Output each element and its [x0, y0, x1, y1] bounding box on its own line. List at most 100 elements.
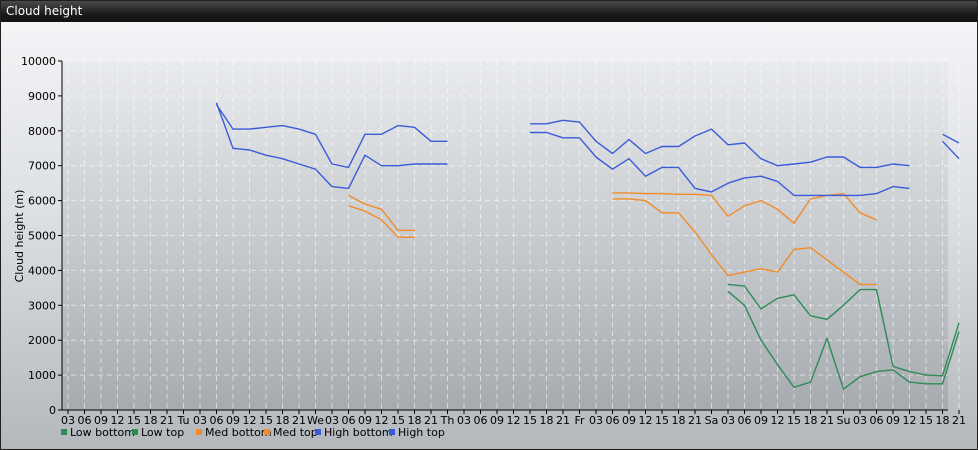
x-tick-label: 15	[391, 414, 405, 427]
legend-label: Med bottom	[205, 426, 272, 439]
x-tick-label: 12	[111, 414, 125, 427]
x-tick-label: 12	[375, 414, 389, 427]
legend-label: High bottom	[324, 426, 393, 439]
x-tick-label: 12	[639, 414, 653, 427]
legend-label: Low bottom	[70, 426, 135, 439]
x-tick-label: 06	[342, 414, 356, 427]
x-tick-label: 09	[886, 414, 900, 427]
series-line-high-bottom	[215, 102, 448, 190]
x-tick-label: 06	[738, 414, 752, 427]
x-tick-label: 06	[606, 414, 620, 427]
x-tick-label: 15	[919, 414, 933, 427]
window-title: Cloud height	[1, 1, 977, 22]
x-tick-label: 12	[903, 414, 917, 427]
x-tick-label: 03	[721, 414, 735, 427]
series-line-high-bottom	[941, 140, 960, 160]
x-tick-label: 15	[127, 414, 141, 427]
x-tick-label: 12	[771, 414, 785, 427]
x-tick-label: 03	[325, 414, 339, 427]
x-tick-label: Th	[440, 414, 455, 427]
x-tick-label: 03	[457, 414, 471, 427]
legend-label: High top	[398, 426, 445, 439]
x-tick-label: 21	[820, 414, 834, 427]
legend-label: Med top	[273, 426, 318, 439]
x-tick-label: Su	[837, 414, 851, 427]
x-tick-label: Fr	[574, 414, 585, 427]
series-lines	[215, 102, 960, 390]
x-tick-label: 03	[61, 414, 75, 427]
x-tick-label: 06	[78, 414, 92, 427]
series-line-high-top	[215, 104, 448, 169]
x-tick-label: 18	[936, 414, 950, 427]
x-tick-label: Tu	[176, 414, 189, 427]
x-axis: 03 06 09 12 15 18 21 Tu 03 06 09 12 15 18 21 We 03 06 09 12…	[61, 409, 966, 427]
legend-swatch	[315, 429, 321, 435]
series-line-low-bottom	[727, 290, 960, 390]
x-tick-label: 15	[655, 414, 669, 427]
x-tick-label: 09	[490, 414, 504, 427]
x-tick-label: 18	[804, 414, 818, 427]
x-tick-label: 09	[94, 414, 108, 427]
x-tick-label: We	[307, 414, 324, 427]
x-tick-label: 12	[507, 414, 521, 427]
x-tick-label: 21	[292, 414, 306, 427]
x-tick-label: 09	[622, 414, 636, 427]
x-tick-label: 18	[540, 414, 554, 427]
legend-item: Low bottom	[61, 426, 135, 439]
legend-swatch	[61, 429, 67, 435]
legend: Low bottom Low top Med bottom Med top High b…	[61, 426, 445, 439]
y-tick-label: 10000	[21, 55, 56, 68]
grid-lines	[62, 60, 960, 410]
legend-item: Med bottom	[196, 426, 272, 439]
y-tick-label: 3000	[28, 299, 56, 312]
cloud-height-chart: 0 1000 2000 3000 4000 5000 6000 7000 8000 9000 100…	[13, 55, 966, 439]
series-line-high-bottom	[530, 131, 910, 197]
series-line-med-top	[348, 194, 415, 232]
x-tick-label: 15	[523, 414, 537, 427]
series-line-low-top	[727, 283, 960, 377]
legend-swatch	[132, 429, 138, 435]
x-tick-label: 03	[589, 414, 603, 427]
y-tick-label: 5000	[28, 230, 56, 243]
x-tick-label: 15	[259, 414, 273, 427]
y-tick-label: 6000	[28, 195, 56, 208]
x-tick-label: 06	[870, 414, 884, 427]
x-tick-label: 03	[853, 414, 867, 427]
x-tick-label: 21	[556, 414, 570, 427]
y-tick-label: 0	[49, 404, 56, 417]
y-tick-label: 4000	[28, 264, 56, 277]
y-tick-label: 9000	[28, 90, 56, 103]
x-tick-label: 18	[672, 414, 686, 427]
x-tick-label: 12	[243, 414, 257, 427]
legend-swatch	[196, 429, 202, 435]
legend-swatch	[389, 429, 395, 435]
x-tick-label: 15	[787, 414, 801, 427]
x-tick-label: 21	[160, 414, 174, 427]
x-tick-label: 18	[408, 414, 422, 427]
x-tick-label: 09	[754, 414, 768, 427]
y-axis: 0 1000 2000 3000 4000 5000 6000 7000 8000 9000 100…	[21, 55, 63, 417]
x-tick-label: 21	[424, 414, 438, 427]
y-tick-label: 1000	[28, 369, 56, 382]
y-axis-label: Cloud height (m)	[13, 190, 26, 283]
x-tick-label: 09	[358, 414, 372, 427]
y-tick-label: 7000	[28, 160, 56, 173]
x-tick-label: 03	[193, 414, 207, 427]
series-line-med-bottom	[612, 198, 877, 286]
x-tick-label: 18	[276, 414, 290, 427]
y-tick-label: 8000	[28, 125, 56, 138]
x-tick-label: 06	[210, 414, 224, 427]
legend-swatch	[264, 429, 270, 435]
x-tick-label: 06	[474, 414, 488, 427]
legend-label: Low top	[141, 426, 184, 439]
x-tick-label: 21	[952, 414, 966, 427]
legend-item: High top	[389, 426, 445, 439]
legend-item: Low top	[132, 426, 184, 439]
chart-panel: 0 1000 2000 3000 4000 5000 6000 7000 8000 9000 100…	[1, 22, 977, 449]
series-line-high-top	[942, 133, 960, 144]
x-tick-label: Sa	[705, 414, 719, 427]
series-line-high-top	[530, 119, 910, 169]
x-tick-label: 09	[226, 414, 240, 427]
series-line-med-bottom	[348, 205, 415, 238]
